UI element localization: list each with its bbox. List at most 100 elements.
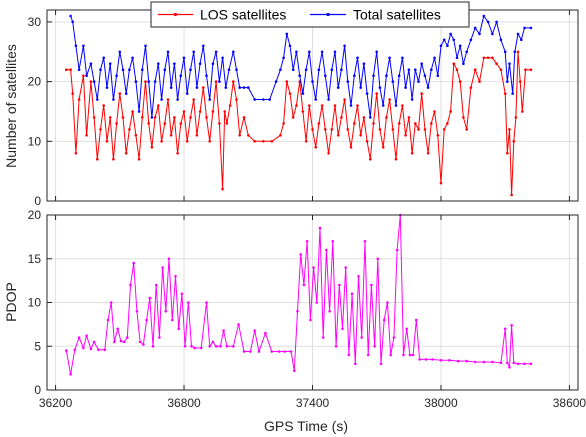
data-point [235,68,238,71]
data-point [89,62,93,65]
data-point [382,318,386,322]
data-point [362,116,366,119]
data-point [385,74,388,77]
data-point [291,68,295,71]
data-point [452,62,456,65]
data-point [404,86,407,89]
data-point [96,157,99,161]
data-point [89,80,93,83]
data-point [439,359,443,362]
data-point [414,122,417,125]
data-point [198,62,202,65]
data-point [293,369,296,373]
data-point [176,152,179,155]
data-point [160,140,163,143]
data-point [278,350,281,353]
legend-box [150,1,470,28]
data-point [219,345,222,348]
data-point [182,110,186,113]
data-point [330,68,334,71]
data-point [253,329,256,332]
data-point [264,331,267,335]
data-point [456,359,460,363]
data-point [442,38,446,42]
x-tick-label: 38600 [553,396,586,410]
data-point [228,104,232,107]
data-point [118,92,122,95]
data-point [462,62,465,65]
data-point [308,50,311,54]
data-point [74,44,78,48]
data-point [372,122,375,125]
data-point [158,336,161,339]
data-point [174,275,177,278]
data-point [153,116,157,119]
data-point [195,134,199,137]
data-point [426,152,430,155]
y-tick-label: 0 [34,194,41,208]
data-point [238,86,241,89]
data-point [478,32,481,36]
y-tick-label: 20 [28,75,42,89]
legend-item-total: Total satellites [310,7,441,23]
x-axis-label: GPS Time (s) [264,418,348,434]
data-point [508,128,511,131]
x-tick-label: 37400 [296,396,330,410]
data-point [169,86,173,89]
data-point [301,92,305,95]
data-point [85,334,88,338]
data-point [77,98,81,101]
legend-marker-total [326,12,330,17]
data-point [458,44,462,48]
data-point [128,128,131,131]
data-point [247,134,250,137]
data-point [185,92,189,95]
data-point [225,345,229,348]
data-point [473,68,477,71]
data-point [211,62,215,65]
data-point [115,74,118,77]
data-point [89,347,93,351]
data-point [446,44,449,48]
data-point [333,50,337,54]
data-point [69,68,72,71]
data-point [336,86,340,89]
data-point [455,68,459,71]
data-point [99,128,102,131]
data-point [503,327,507,331]
data-point [82,74,85,77]
data-point [82,346,85,350]
data-point [424,358,428,361]
data-point [187,301,190,304]
data-point [242,116,246,119]
data-point [301,110,305,113]
data-point [299,253,303,256]
data-point [499,361,503,365]
data-point [115,122,118,125]
data-point [478,80,481,83]
data-point [218,122,221,125]
data-point [65,68,68,71]
data-point [465,359,469,363]
data-point [144,80,147,83]
data-point [208,140,211,143]
data-point [394,104,398,107]
data-point [129,283,132,287]
data-point [397,74,401,77]
data-point [232,80,235,83]
data-point [105,140,109,143]
data-point [214,80,218,83]
data-point [141,68,144,71]
data-point [92,340,96,344]
data-point [171,318,174,322]
data-point [402,353,405,357]
data-point [417,128,420,131]
data-point [512,361,516,365]
data-point [131,110,134,113]
top-chart: 0 10 20 30 Number of satellites LOS satelli… [3,1,579,208]
data-point [343,98,346,101]
data-point [208,98,211,101]
data-point [308,104,311,107]
data-point [418,358,421,361]
